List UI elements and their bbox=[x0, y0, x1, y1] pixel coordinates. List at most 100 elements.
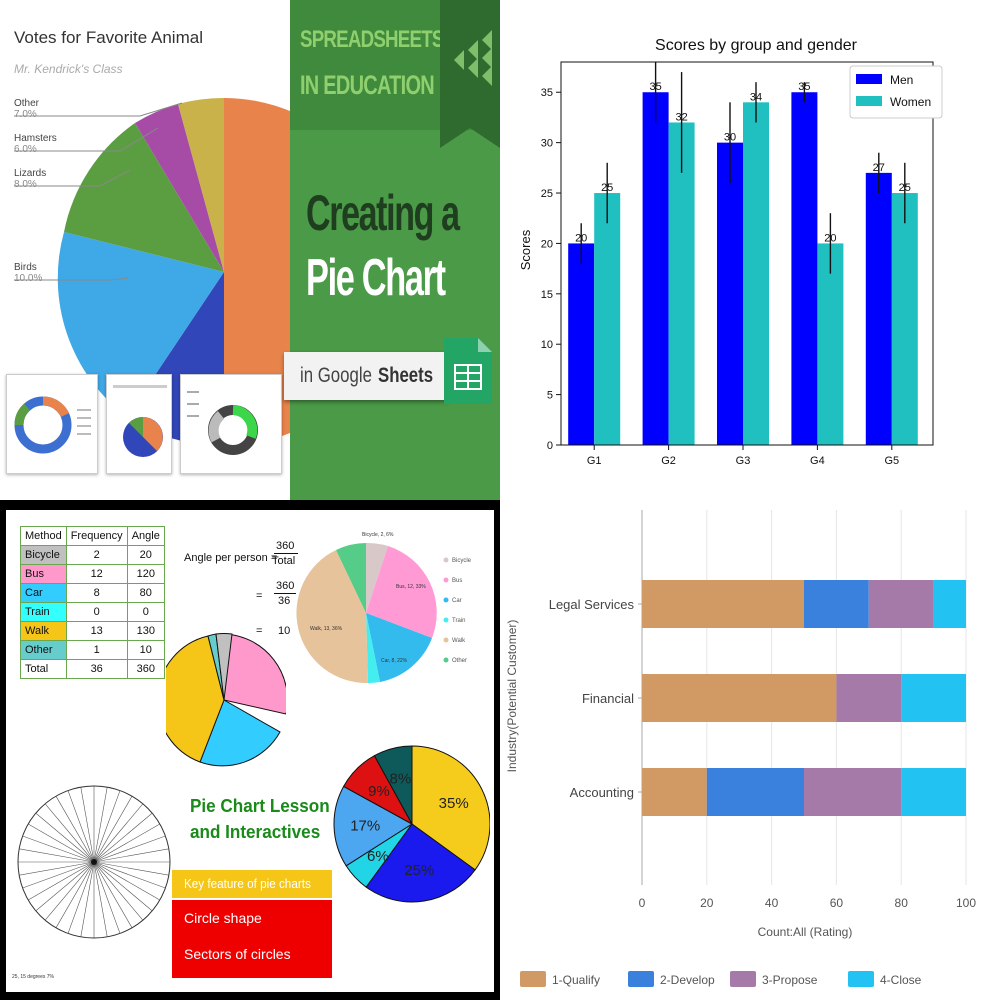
callout-birds: Birds 10.0% bbox=[14, 262, 42, 284]
table-row: Total 36 360 bbox=[20, 659, 165, 679]
table-cell: 12 bbox=[65, 564, 128, 584]
table-header: Method Frequency Angle bbox=[20, 526, 165, 546]
protractor-spoke bbox=[22, 835, 95, 863]
y-tick-label: 25 bbox=[541, 188, 553, 200]
callout-label: Birds bbox=[14, 262, 37, 273]
slice-label: 35% bbox=[439, 795, 469, 812]
table-row: Walk 13 130 bbox=[20, 621, 165, 641]
table-cell: Bus bbox=[20, 564, 67, 584]
data-label: 35 bbox=[798, 81, 810, 93]
banner-line2: IN EDUCATION bbox=[300, 70, 435, 100]
y-tick-label: 15 bbox=[541, 289, 553, 301]
protractor-spoke bbox=[80, 787, 95, 863]
bar-segment-1-qualify bbox=[642, 768, 707, 816]
protractor-spoke bbox=[28, 823, 95, 863]
lesson-card: Method Frequency Angle Bicycle 2 20 Bus 12 1… bbox=[6, 510, 494, 992]
table-row: Train 0 0 bbox=[20, 602, 165, 622]
callout-label: Other bbox=[14, 98, 40, 109]
footnote: 25, 15 degrees 7% bbox=[12, 974, 54, 980]
legend-label: Men bbox=[890, 73, 913, 87]
lesson-title-1: Pie Chart Lesson bbox=[190, 796, 330, 816]
legend-swatch bbox=[730, 971, 756, 987]
callout-value: 10.0% bbox=[14, 273, 43, 284]
pie-slice bbox=[411, 745, 490, 871]
table-cell: Train bbox=[20, 602, 67, 622]
legend: Men Women bbox=[849, 65, 943, 119]
protractor-circle bbox=[17, 785, 171, 939]
callout-lizards: Lizards 8.0% bbox=[14, 168, 46, 190]
table-cell: 13 bbox=[65, 621, 128, 641]
legend-swatch bbox=[628, 971, 654, 987]
chart-title: Votes for Favorite Animal bbox=[14, 28, 203, 47]
protractor-spoke bbox=[93, 787, 108, 863]
table-cell: 2 bbox=[65, 545, 128, 565]
protractor-spoke bbox=[19, 861, 95, 876]
y-tick-label: 20 bbox=[541, 238, 553, 250]
legend-swatch bbox=[856, 96, 882, 106]
pie-slice-orange bbox=[224, 98, 300, 446]
feature-banner: Key feature of pie charts bbox=[172, 870, 332, 898]
bar-segment-3-propose bbox=[836, 674, 902, 722]
x-tick-label: G2 bbox=[661, 455, 676, 467]
callout-value: 8.0% bbox=[14, 179, 37, 190]
table-cell: 130 bbox=[126, 621, 165, 641]
pie-slice-birds bbox=[57, 232, 225, 417]
feature-text: Sectors of circles bbox=[184, 946, 291, 962]
protractor-spoke bbox=[93, 812, 153, 863]
category-label: Legal Services bbox=[549, 597, 635, 612]
y-tick-label: 35 bbox=[541, 87, 553, 99]
protractor-spoke bbox=[93, 835, 166, 863]
data-label: 35 bbox=[649, 81, 661, 93]
pie-thumb-icon bbox=[113, 385, 167, 457]
legend: 1-Qualify 2-Develop 3-Propose 4-Close bbox=[520, 971, 922, 987]
protractor-spoke bbox=[93, 861, 133, 928]
plot-frame bbox=[560, 61, 934, 446]
callout-other: Other 7.0% bbox=[14, 98, 39, 120]
x-tick-label: 60 bbox=[830, 896, 844, 910]
protractor-spoke bbox=[28, 861, 95, 901]
formula-den2: 36 bbox=[278, 595, 291, 607]
donut-icon bbox=[14, 396, 91, 454]
legend-label: 3-Propose bbox=[762, 973, 818, 987]
protractor-spoke bbox=[93, 861, 166, 889]
bar-women bbox=[891, 193, 918, 445]
x-tick-label: G3 bbox=[736, 455, 751, 467]
callout-label: Lizards bbox=[14, 168, 47, 179]
pie-chart-lesson-panel: Method Frequency Angle Bicycle 2 20 Bus 12 1… bbox=[0, 500, 500, 1000]
pie-slice bbox=[365, 823, 476, 903]
data-label: 20 bbox=[575, 232, 587, 244]
formula-eq1: = bbox=[256, 590, 263, 602]
callout-value: 7.0% bbox=[14, 109, 37, 120]
table-cell: Total bbox=[20, 659, 67, 679]
frequency-table: Method Frequency Angle Bicycle 2 20 Bus 12 1… bbox=[20, 526, 165, 679]
pie-slice bbox=[333, 785, 413, 867]
callout-hamsters: Hamsters 6.0% bbox=[14, 133, 57, 155]
slice-label: Walk, 13, 36% bbox=[310, 626, 343, 632]
table-cell: 10 bbox=[126, 640, 165, 660]
bar-men bbox=[865, 172, 892, 446]
x-tick-label: 80 bbox=[895, 896, 909, 910]
bar-segment-1-qualify bbox=[642, 674, 837, 722]
legend-label: Train bbox=[452, 618, 465, 624]
feature-text: Key feature of pie charts bbox=[184, 876, 311, 891]
protractor-spoke bbox=[44, 861, 95, 921]
legend-label: Other bbox=[452, 658, 467, 664]
protractor-spoke bbox=[93, 861, 121, 934]
thumbnail-donut bbox=[6, 374, 98, 474]
tagline-bar: in Google Sheets bbox=[284, 352, 448, 400]
protractor-spoke bbox=[67, 861, 95, 934]
scores-bar-chart-panel: Scores by group and gender Scores 0 5 10 15… bbox=[500, 0, 1000, 500]
bar-segment-2-develop bbox=[706, 768, 804, 816]
formula-num: 360 bbox=[276, 540, 295, 552]
y-tick-label: 30 bbox=[541, 138, 553, 150]
data-label: 20 bbox=[824, 232, 836, 244]
table-header-cell: Angle bbox=[126, 526, 165, 546]
table-cell: 1 bbox=[65, 640, 128, 660]
thumbnail-pie bbox=[106, 374, 172, 474]
protractor-spoke bbox=[93, 861, 160, 901]
table-cell: 8 bbox=[65, 583, 128, 603]
table-cell: 20 bbox=[126, 545, 165, 565]
x-tick-label: G1 bbox=[587, 455, 602, 467]
table-row: Other 1 10 bbox=[20, 640, 165, 660]
slice-label: Bus, 12, 33% bbox=[396, 584, 426, 590]
